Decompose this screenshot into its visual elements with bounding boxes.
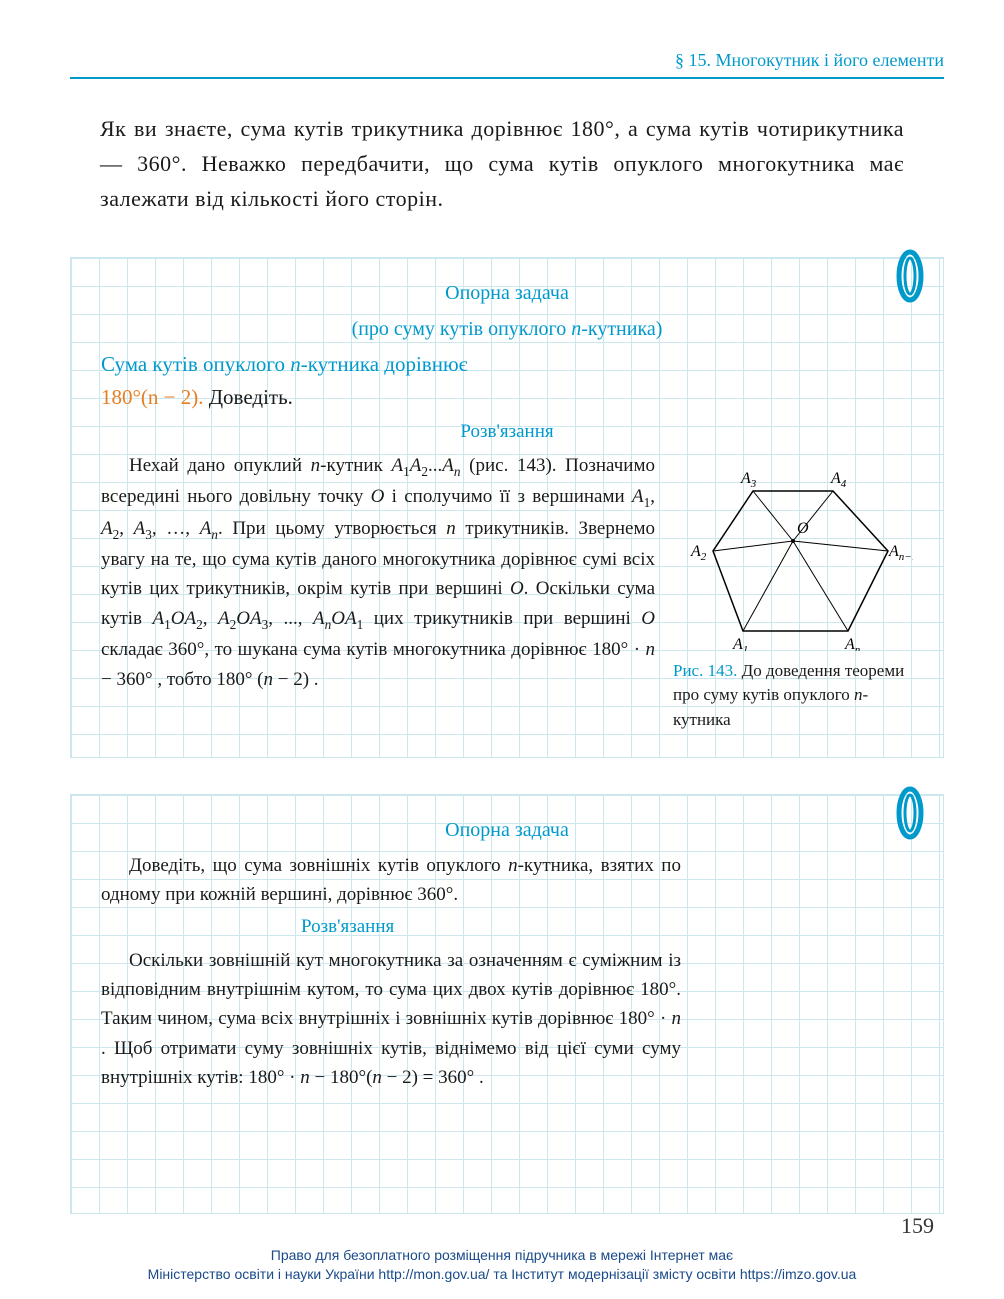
intro-paragraph: Як ви знаєте, сума кутів трикутника дорі… (70, 111, 944, 217)
problem-box-2: Опорна задача Доведіть, що сума зовнішні… (70, 794, 944, 1214)
box2-solution-heading: Розв'язання (101, 916, 913, 938)
svg-text:A3: A3 (740, 470, 757, 490)
section-header: § 15. Многокутник і його елементи (70, 50, 944, 79)
problem-box-1: Опорна задача (про суму кутів опуклого n… (70, 257, 944, 758)
svg-text:A4: A4 (830, 470, 847, 490)
page-number: 159 (901, 1213, 934, 1239)
paperclip-icon (887, 248, 933, 304)
box1-theorem: Сума кутів опуклого n-кутника дорівнює 1… (101, 348, 913, 415)
box1-solution-text: Нехай дано опуклий n-кутник A1A2...An (р… (101, 451, 655, 733)
box1-title: Опорна задача (101, 278, 913, 308)
svg-text:An: An (844, 636, 861, 651)
box2-title: Опорна задача (101, 815, 913, 845)
footer-text: Право для безоплатного розміщення підруч… (0, 1246, 1004, 1285)
box2-prompt: Доведіть, що сума зовнішніх кутів опукло… (101, 851, 681, 910)
figure-caption: Рис. 143. До доведення теореми про суму … (673, 659, 913, 733)
figure-column: O A1 A2 A3 A4 An−1 An Рис. 143. До довед… (673, 451, 913, 733)
svg-text:A2: A2 (690, 543, 707, 563)
box2-solution-text: Оскільки зовнішній кут многокутника за о… (101, 946, 681, 1093)
box1-subtitle: (про суму кутів опуклого n-кутника) (101, 314, 913, 344)
box1-body: Нехай дано опуклий n-кутник A1A2...An (р… (101, 451, 913, 733)
svg-text:O: O (797, 520, 809, 537)
box1-solution-heading: Розв'язання (101, 421, 913, 443)
polygon-diagram: O A1 A2 A3 A4 An−1 An (673, 461, 913, 651)
svg-text:An−1: An−1 (888, 543, 913, 563)
paperclip-icon (887, 785, 933, 841)
svg-text:A1: A1 (732, 636, 748, 651)
